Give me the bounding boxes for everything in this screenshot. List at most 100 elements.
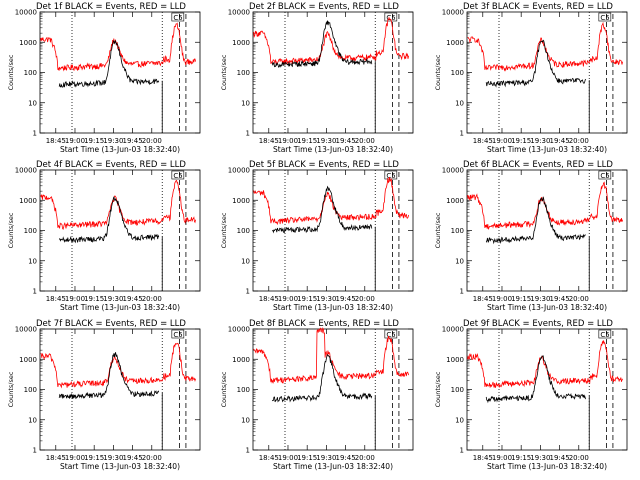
x-tick-label: 19:00 xyxy=(492,454,512,462)
events-series-line xyxy=(58,196,160,244)
x-tick-label: 19:15 xyxy=(84,295,104,303)
events-series-line xyxy=(58,39,160,88)
y-tick-label: 10000 xyxy=(228,167,250,175)
x-tick-label: 19:45 xyxy=(122,454,142,462)
detector-panel-8: Det 8f BLACK = Events, RED = LLD 1 10 100 10… xyxy=(220,319,414,471)
x-axis-label: Start Time (13-Jun-03 18:32:40) xyxy=(273,145,393,154)
x-tick-label: 19:30 xyxy=(103,137,123,145)
x-tick-label: 20:00 xyxy=(569,295,589,303)
panel-title: Det 8f BLACK = Events, RED = LLD xyxy=(249,319,399,329)
y-axis-label: Counts/sec xyxy=(220,212,228,248)
x-tick-label: 19:15 xyxy=(511,137,531,145)
x-tick-label: 19:15 xyxy=(511,454,531,462)
x-axis-label: Start Time (13-Jun-03 18:32:40) xyxy=(60,462,180,471)
x-tick-label: 19:45 xyxy=(549,137,569,145)
attenuator-annotation: C5 xyxy=(386,14,395,22)
y-tick-label: 1000 xyxy=(446,356,464,364)
y-tick-label: 100 xyxy=(24,386,37,394)
y-tick-label: 1 xyxy=(460,288,464,296)
events-series-line xyxy=(485,196,587,245)
x-tick-label: 19:45 xyxy=(549,295,569,303)
panel-title: Det 4f BLACK = Events, RED = LLD xyxy=(36,160,186,170)
x-tick-label: 18:45 xyxy=(473,454,493,462)
x-axis-label: Start Time (13-Jun-03 18:32:40) xyxy=(487,145,607,154)
x-axis-label: Start Time (13-Jun-03 18:32:40) xyxy=(273,303,393,312)
events-series-line xyxy=(485,355,587,404)
y-tick-label: 10000 xyxy=(15,326,37,334)
attenuator-annotation-box xyxy=(384,329,398,339)
x-tick-label: 20:00 xyxy=(142,295,162,303)
y-tick-label: 100 xyxy=(451,386,464,394)
detector-panel-2: Det 2f BLACK = Events, RED = LLD 1 10 100 10… xyxy=(220,2,414,154)
detector-panel-3: Det 3f BLACK = Events, RED = LLD 1 10 100 10… xyxy=(434,2,628,154)
x-tick-label: 20:00 xyxy=(355,454,375,462)
attenuator-annotation-box xyxy=(384,170,398,180)
x-tick-label: 19:00 xyxy=(492,295,512,303)
attenuator-annotation-box xyxy=(598,170,612,180)
detector-panel-6: Det 6f BLACK = Events, RED = LLD 1 10 100 10… xyxy=(434,160,628,312)
x-tick-label: 18:45 xyxy=(473,295,493,303)
x-axis-label: Start Time (13-Jun-03 18:32:40) xyxy=(60,145,180,154)
lld-series-line xyxy=(253,16,409,65)
x-tick-label: 19:45 xyxy=(335,295,355,303)
y-tick-label: 10 xyxy=(241,99,250,107)
x-tick-label: 19:30 xyxy=(530,454,550,462)
y-tick-label: 10000 xyxy=(442,9,464,17)
panel-title: Det 9f BLACK = Events, RED = LLD xyxy=(463,319,613,329)
y-axis-label: Counts/sec xyxy=(434,54,442,90)
x-tick-label: 20:00 xyxy=(355,295,375,303)
events-series-line xyxy=(271,20,373,68)
detector-panel-9: Det 9f BLACK = Events, RED = LLD 1 10 100 10… xyxy=(434,319,628,471)
x-tick-label: 18:45 xyxy=(46,295,66,303)
x-tick-label: 19:00 xyxy=(65,454,85,462)
y-axis-label: Counts/sec xyxy=(434,371,442,407)
detector-panel-7: Det 7f BLACK = Events, RED = LLD 1 10 100 10… xyxy=(7,319,201,471)
lld-series-line xyxy=(40,342,196,389)
x-tick-label: 20:00 xyxy=(355,137,375,145)
x-tick-label: 19:30 xyxy=(530,137,550,145)
attenuator-annotation-box xyxy=(598,329,612,339)
y-tick-label: 1 xyxy=(33,447,37,455)
y-tick-label: 10000 xyxy=(228,9,250,17)
y-tick-label: 10000 xyxy=(228,326,250,334)
y-tick-label: 1 xyxy=(33,288,37,296)
attenuator-annotation: C5 xyxy=(600,172,609,180)
y-tick-label: 10 xyxy=(455,257,464,265)
y-tick-label: 10 xyxy=(28,99,37,107)
x-tick-label: 20:00 xyxy=(569,137,589,145)
x-tick-label: 19:30 xyxy=(103,295,123,303)
attenuator-annotation-box xyxy=(171,12,185,22)
y-tick-label: 10000 xyxy=(15,167,37,175)
panel-title: Det 7f BLACK = Events, RED = LLD xyxy=(36,319,186,329)
x-axis-label: Start Time (13-Jun-03 18:32:40) xyxy=(487,462,607,471)
y-tick-label: 1 xyxy=(33,130,37,138)
x-tick-label: 18:45 xyxy=(473,137,493,145)
panel-title: Det 6f BLACK = Events, RED = LLD xyxy=(463,160,613,170)
detector-panel-4: Det 4f BLACK = Events, RED = LLD 1 10 100 10… xyxy=(7,160,201,312)
x-tick-label: 19:15 xyxy=(511,295,531,303)
y-tick-label: 1 xyxy=(460,130,464,138)
y-tick-label: 100 xyxy=(451,227,464,235)
x-axis-label: Start Time (13-Jun-03 18:32:40) xyxy=(273,462,393,471)
y-tick-label: 1000 xyxy=(446,39,464,47)
y-tick-label: 10 xyxy=(28,257,37,265)
attenuator-annotation-box xyxy=(598,12,612,22)
x-tick-label: 19:30 xyxy=(316,137,336,145)
attenuator-annotation: C5 xyxy=(173,14,182,22)
y-tick-label: 1000 xyxy=(19,197,37,205)
y-axis-label: Counts/sec xyxy=(220,54,228,90)
x-tick-label: 19:15 xyxy=(84,137,104,145)
detector-panel-1: Det 1f BLACK = Events, RED = LLD 1 10 100 10… xyxy=(7,2,201,154)
y-tick-label: 1000 xyxy=(232,197,250,205)
x-tick-label: 18:45 xyxy=(46,454,66,462)
x-tick-label: 19:15 xyxy=(297,454,317,462)
y-tick-label: 10 xyxy=(241,257,250,265)
y-tick-label: 100 xyxy=(237,227,250,235)
attenuator-annotation: C5 xyxy=(173,331,182,339)
x-tick-label: 18:45 xyxy=(259,454,279,462)
events-series-line xyxy=(272,185,373,234)
y-axis-label: Counts/sec xyxy=(434,212,442,248)
x-tick-label: 18:45 xyxy=(46,137,66,145)
